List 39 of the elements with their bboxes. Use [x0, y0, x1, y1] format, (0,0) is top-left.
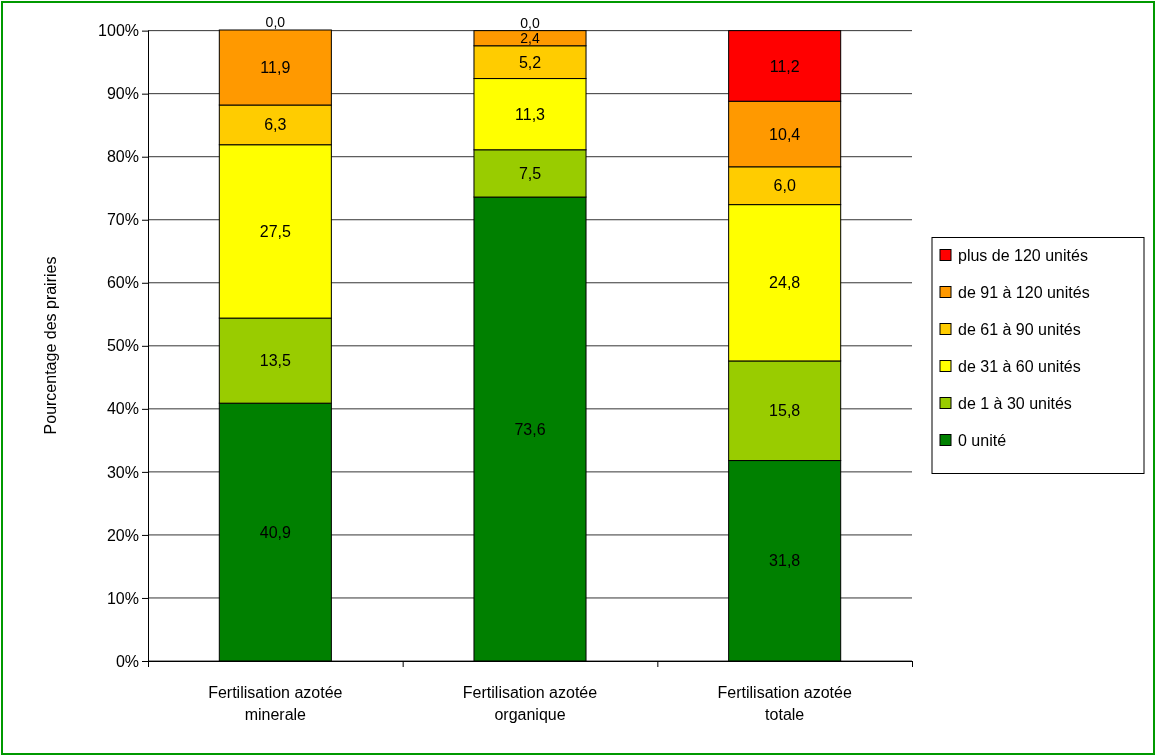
- data-label: 15,8: [769, 402, 801, 420]
- x-tick-label: Fertilisation azotée totale: [717, 684, 852, 723]
- data-label: 11,3: [515, 105, 546, 123]
- data-label: 24,8: [769, 274, 801, 292]
- data-label: 11,9: [260, 59, 291, 77]
- data-label: 6,0: [773, 177, 796, 195]
- legend-label: de 1 à 30 unités: [958, 395, 1072, 413]
- y-tick-label: 40%: [106, 400, 139, 418]
- data-label: 73,6: [514, 420, 546, 438]
- legend-label: 0 unité: [958, 432, 1007, 450]
- data-label: 0,0: [265, 14, 286, 30]
- y-axis-title: Pourcentage des prairies: [42, 256, 59, 435]
- y-tick-label: 60%: [106, 274, 139, 292]
- y-tick-label: 30%: [106, 463, 139, 481]
- y-tick-label: 90%: [106, 85, 139, 103]
- data-label: 40,9: [259, 523, 292, 541]
- data-label: 13,5: [259, 352, 292, 370]
- data-label: 27,5: [259, 223, 292, 240]
- data-label: 7,5: [518, 165, 542, 183]
- data-label: 5,2: [518, 53, 542, 71]
- data-label: 0,0: [520, 14, 540, 31]
- legend-label: de 91 à 120 unités: [958, 284, 1090, 302]
- x-tick-label: Fertilisation azotée minerale: [208, 684, 343, 723]
- x-tick-label: Fertilisation azotée organique: [462, 684, 598, 723]
- legend-label: plus de 120 unités: [958, 247, 1088, 265]
- y-tick-label: 100%: [98, 22, 139, 40]
- y-tick-label: 70%: [106, 211, 139, 229]
- legend-label: de 61 à 90 unités: [958, 321, 1081, 339]
- data-label: 10,4: [769, 125, 801, 143]
- data-label: 6,3: [264, 116, 287, 134]
- data-label: 2,4: [520, 30, 540, 47]
- y-tick-label: 0%: [115, 652, 139, 670]
- y-tick-label: 10%: [106, 589, 139, 607]
- y-tick-label: 50%: [106, 337, 139, 355]
- data-label: 11,2: [769, 57, 800, 75]
- data-label: 31,8: [769, 552, 801, 570]
- y-tick-label: 20%: [106, 526, 139, 544]
- legend-label: de 31 à 60 unités: [958, 358, 1081, 376]
- y-tick-label: 80%: [106, 148, 139, 166]
